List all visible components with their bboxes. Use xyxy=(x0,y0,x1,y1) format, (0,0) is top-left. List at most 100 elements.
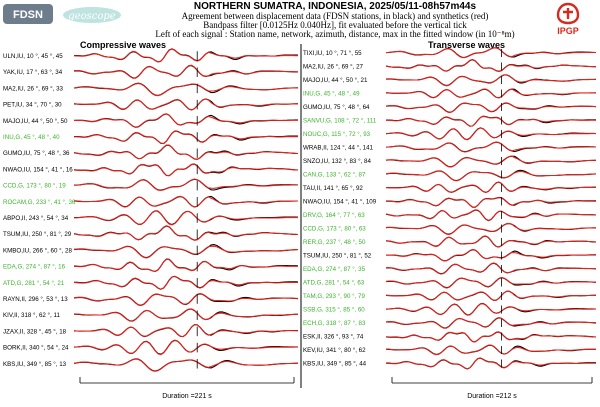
synthetic-trace-nwao xyxy=(386,197,597,208)
station-label: SANVU,G, 108 °, 72 °, 111 xyxy=(303,118,377,125)
synthetic-trace-abpo xyxy=(74,210,298,226)
figure-subtitle: Agreement between displacement data (FDS… xyxy=(181,11,489,21)
compressive-title: Compressive waves xyxy=(80,40,167,50)
synthetic-trace-ech xyxy=(385,317,596,329)
synthetic-trace-kbs xyxy=(73,358,299,372)
station-label: RAYN,II, 296 °, 53 °, 13 xyxy=(3,296,68,303)
station-label: KEV,IU, 341 °, 80 °, 62 xyxy=(303,347,366,354)
station-label: EDA,G, 274 °, 87 °, 16 xyxy=(3,264,66,271)
synthetic-trace-pet xyxy=(73,98,299,111)
station-label: NWAO,IU, 154 °, 41 °, 16 xyxy=(3,166,73,173)
station-label: MAJO,IU, 44 °, 50 °, 21 xyxy=(303,77,368,84)
data-trace-eda xyxy=(73,258,299,272)
synthetic-trace-ma2 xyxy=(385,58,597,73)
ipgp-logo-text: IPGP xyxy=(557,26,579,36)
fdsn-logo-text: FDSN xyxy=(13,9,43,21)
synthetic-trace-tsum xyxy=(386,248,596,262)
station-label: TSUM,IU, 250 °, 81 °, 29 xyxy=(3,231,72,238)
synthetic-trace-rer xyxy=(385,235,597,248)
synthetic-trace-ccd xyxy=(73,178,298,192)
synthetic-trace-inu xyxy=(74,130,298,145)
duration-label: Duration =212 s xyxy=(467,393,517,400)
station-label: NOUC,G, 115 °, 72 °, 93 xyxy=(303,131,371,138)
station-label: CAN,G, 133 °, 62 °, 87 xyxy=(303,172,366,179)
synthetic-trace-atd xyxy=(73,275,298,290)
synthetic-trace-bork xyxy=(73,339,298,356)
synthetic-trace-eda xyxy=(385,262,597,275)
station-label: CCD,G, 173 °, 80 °, 19 xyxy=(3,183,66,190)
synthetic-trace-nouc xyxy=(385,127,596,141)
station-label: KIV,II, 318 °, 62 °, 11 xyxy=(3,312,60,319)
synthetic-trace-ssb xyxy=(385,303,596,316)
station-label: YAK,IU, 17 °, 63 °, 34 xyxy=(3,69,63,76)
station-label: GUMO,IU, 75 °, 48 °, 64 xyxy=(303,104,370,111)
synthetic-trace-kbs xyxy=(385,357,596,370)
synthetic-trace-tsum xyxy=(73,225,299,241)
panel-compressive: ULN,IU, 10 °, 45 °, 45 YAK,IU, 17 °, 63 °… xyxy=(3,48,299,400)
data-trace-pet xyxy=(73,98,299,111)
synthetic-trace-nwao xyxy=(73,163,299,177)
synthetic-trace-kiv xyxy=(73,308,298,322)
data-trace-ccd xyxy=(74,178,299,191)
synthetic-trace-majo xyxy=(385,74,597,87)
station-label: ATD,G, 281 °, 54 °, 63 xyxy=(303,280,365,287)
station-label: WRAB,II, 124 °, 44 °, 141 xyxy=(303,145,374,152)
synthetic-trace-tam xyxy=(385,290,596,301)
station-label: KBS,IU, 349 °, 85 °, 44 xyxy=(303,361,367,368)
station-label: GUMO,IU, 75 °, 48 °, 36 xyxy=(3,150,70,157)
synthetic-trace-tixi xyxy=(385,47,596,59)
synthetic-trace-gumo xyxy=(385,102,597,114)
panel-transverse: TIXI,IU, 10 °, 71 °, 55 MA2,IU, 26 °, 69 … xyxy=(303,47,597,400)
synthetic-trace-kev xyxy=(385,344,596,356)
station-label: ABPO,II, 243 °, 54 °, 34 xyxy=(3,215,69,222)
data-trace-tixi xyxy=(385,47,597,58)
synthetic-trace-ma2 xyxy=(73,82,299,97)
station-label: DRV,G, 164 °, 77 °, 63 xyxy=(303,212,365,219)
synthetic-trace-jzax xyxy=(73,324,299,338)
station-label: TSUM,IU, 250 °, 81 °, 52 xyxy=(303,253,372,260)
synthetic-trace-kmbo xyxy=(73,245,299,259)
station-label: INU,G, 45 °, 48 °, 49 xyxy=(303,91,360,98)
station-label: ATD,G, 281 °, 54 °, 21 xyxy=(3,280,65,287)
station-label: MAJO,IU, 44 °, 50 °, 50 xyxy=(3,118,68,125)
station-label: TAM,G, 293 °, 90 °, 79 xyxy=(303,293,365,300)
data-trace-nwao xyxy=(73,163,299,177)
station-label: SNZO,IU, 132 °, 83 °, 84 xyxy=(303,158,371,165)
synthetic-trace-can xyxy=(385,170,597,182)
station-label: JZAX,II, 328 °, 45 °, 18 xyxy=(3,328,67,335)
synthetic-trace-drv xyxy=(385,209,597,222)
station-label: KMBO,IU, 266 °, 60 °, 28 xyxy=(3,247,72,254)
synthetic-trace-eda xyxy=(73,258,298,272)
ipgp-logo: IPGP xyxy=(556,2,580,36)
station-label: BORK,II, 340 °, 54 °, 24 xyxy=(3,345,69,352)
transverse-title: Transverse waves xyxy=(428,40,506,50)
fdsn-logo: FDSN xyxy=(3,4,53,24)
data-trace-rocam xyxy=(73,195,298,208)
duration-label: Duration =221 s xyxy=(162,393,212,400)
station-label: TAU,II, 141 °, 65 °, 92 xyxy=(303,185,363,192)
synthetic-trace-ccd xyxy=(385,222,596,236)
synthetic-trace-esk xyxy=(385,331,597,343)
station-label: INU,G, 45 °, 48 °, 40 xyxy=(3,134,60,141)
station-label: ESK,II, 326 °, 93 °, 74 xyxy=(303,334,364,341)
synthetic-trace-majo xyxy=(74,113,298,128)
station-label: MA2,IU, 26 °, 69 °, 33 xyxy=(3,85,64,92)
synthetic-trace-tau xyxy=(385,181,596,193)
station-label: RER,G, 237 °, 48 °, 50 xyxy=(303,239,366,246)
label-legend: Left of each signal : Station name, netw… xyxy=(155,29,515,39)
figure-title: NORTHERN SUMATRA, INDONESIA, 2025/05/11-… xyxy=(193,1,477,12)
station-label: ULN,IU, 10 °, 45 °, 45 xyxy=(3,53,63,60)
station-label: SSB,G, 315 °, 85 °, 60 xyxy=(303,307,365,314)
geoscope-logo-text: geoscope xyxy=(68,11,115,22)
synthetic-trace-wrab xyxy=(385,141,596,153)
synthetic-trace-yak xyxy=(73,64,298,79)
synthetic-trace-sanvu xyxy=(386,115,597,127)
station-label: TIXI,IU, 10 °, 71 °, 55 xyxy=(303,50,362,57)
synthetic-trace-rocam xyxy=(73,195,299,208)
station-label: PET,IU, 34 °, 70 °, 30 xyxy=(3,102,62,109)
synthetic-trace-inu xyxy=(385,88,596,99)
synthetic-trace-rayn xyxy=(73,292,299,307)
station-label: EDA,G, 274 °, 87 °, 35 xyxy=(303,266,366,273)
